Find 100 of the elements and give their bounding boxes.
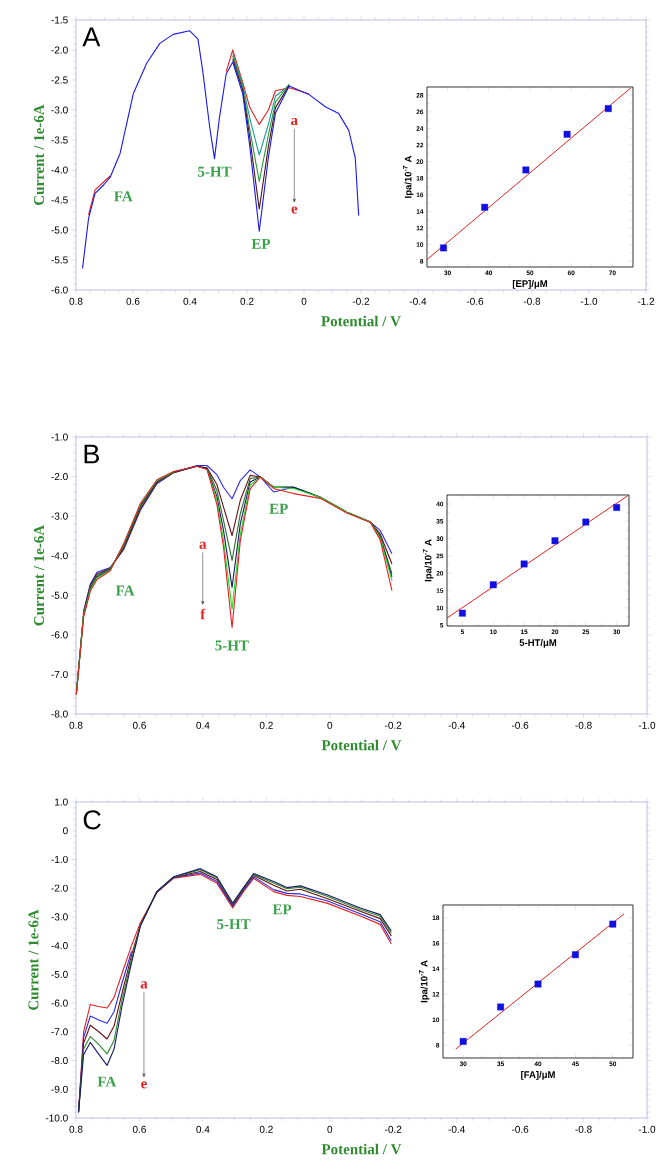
y-tick-label: -10.0	[45, 1114, 68, 1122]
x-axis-title: [EP]/μM	[512, 280, 548, 289]
y-tick-label: 0	[63, 827, 68, 835]
y-axis-title: Ipa/10$^{-7}$ A	[418, 960, 430, 1003]
point	[497, 1003, 504, 1011]
y-tick-label: -5.0	[51, 226, 68, 234]
x-tick-label: 0.4	[196, 1125, 210, 1133]
point	[440, 244, 447, 252]
point	[582, 518, 590, 526]
y-tick-label: -4.0	[51, 552, 68, 560]
annotation: a	[199, 541, 207, 549]
x-tick-label: 0.2	[259, 1125, 273, 1133]
x-tick-label: -0.8	[575, 721, 592, 729]
point	[613, 504, 621, 511]
x-tick-label: -0.2	[385, 1125, 402, 1133]
x-tick-label: -1.2	[637, 297, 655, 305]
y-tick-label: -4.0	[51, 166, 68, 174]
x-axis-title: Potential / V	[321, 315, 401, 327]
y-tick-label: 1.0	[55, 798, 68, 806]
x-tick-label: 0.8	[69, 297, 83, 305]
x-tick-label: 0.8	[69, 721, 83, 729]
annotation: e	[141, 1081, 147, 1089]
line-series	[232, 58, 290, 210]
y-tick-label: -3.0	[51, 512, 68, 520]
x-tick-label: 0	[327, 1125, 333, 1133]
x-tick-label: 0.8	[69, 1125, 83, 1133]
y-tick-label: -6.0	[51, 999, 68, 1007]
annotation: a	[140, 981, 148, 989]
x-axis-title: [FA]/μM	[521, 1071, 555, 1080]
x-tick-label: 0	[327, 721, 333, 729]
x-tick-label: -1.0	[638, 1125, 656, 1133]
x-tick-label: -1.0	[580, 297, 598, 305]
point	[609, 920, 617, 928]
y-tick-label: -7.0	[51, 670, 68, 678]
x-tick-label: 0.6	[126, 297, 140, 305]
annotation: C	[83, 810, 101, 830]
y-tick-label: -3.0	[51, 106, 68, 114]
x-tick-label: 0.2	[259, 721, 273, 729]
x-axis-title: 5-HT/μM	[519, 639, 557, 648]
x-tick-label: 0	[301, 297, 307, 305]
y-tick-label: -3.5	[51, 136, 68, 144]
point	[604, 105, 612, 112]
annotation: A	[82, 27, 101, 47]
annotation: f	[200, 608, 206, 620]
x-tick-label: -0.4	[448, 721, 465, 729]
annotation: 5-HT	[217, 919, 251, 930]
y-tick-label: -9.0	[51, 1085, 68, 1093]
point	[551, 537, 559, 545]
x-tick-label: -0.6	[466, 297, 484, 305]
annotation: EP	[272, 904, 292, 915]
annotation: B	[84, 444, 99, 464]
annotation: EP	[269, 503, 288, 514]
y-tick-label: -5.0	[51, 591, 68, 599]
x-tick-label: -0.2	[352, 297, 370, 305]
y-axis-title: Ipa/10$^{-7}$ A	[423, 539, 434, 582]
x-axis-title: Potential / V	[321, 1143, 402, 1155]
annotation: e	[291, 206, 298, 214]
point	[563, 130, 571, 138]
x-tick-label: -0.8	[575, 1125, 592, 1133]
y-axis-title: Current / 1e-6A	[28, 909, 39, 1010]
y-tick-label: -7.0	[51, 1028, 68, 1036]
annotation: a	[291, 117, 298, 126]
x-tick-label: -1.0	[638, 721, 656, 729]
x-axis-title: Potential / V	[321, 739, 402, 751]
y-tick-label: -2.0	[51, 884, 68, 892]
x-tick-label: 0.4	[196, 721, 210, 729]
point	[489, 581, 497, 589]
y-tick-label: -8.0	[51, 710, 68, 718]
x-tick-label: -0.6	[511, 1125, 529, 1133]
y-tick-label: -2.0	[51, 473, 68, 481]
y-tick-label: -2.5	[51, 76, 68, 84]
y-tick-label: -5.5	[51, 256, 68, 264]
y-axis-title: Ipa/10$^{-7}$ A	[402, 155, 414, 198]
x-tick-label: -0.8	[523, 297, 541, 305]
y-tick-label: -4.0	[51, 942, 68, 950]
y-tick-label: -2.0	[51, 46, 68, 54]
y-tick-label: -8.0	[51, 1057, 68, 1065]
point	[520, 560, 528, 568]
x-tick-label: 0.6	[132, 1125, 146, 1133]
x-tick-label: -0.2	[385, 721, 402, 729]
y-tick-label: -5.0	[51, 970, 68, 978]
x-tick-label: 0.6	[132, 721, 146, 729]
x-tick-label: -0.4	[409, 297, 427, 305]
y-tick-label: -6.0	[51, 286, 68, 294]
annotation: FA	[115, 585, 135, 596]
y-tick-label: -3.0	[51, 913, 68, 921]
point	[522, 166, 530, 174]
y-axis-title: Current / 1e-6A	[33, 524, 45, 626]
y-tick-label: -4.5	[51, 196, 68, 204]
annotation: FA	[114, 191, 133, 202]
point	[534, 980, 542, 988]
annotation: FA	[97, 1076, 117, 1087]
point	[459, 1038, 467, 1045]
point	[481, 203, 489, 211]
point	[459, 609, 466, 617]
y-axis-title: Current / 1e-6A	[33, 104, 45, 205]
x-tick-label: 0.4	[183, 297, 197, 305]
annotation: 5-HT	[198, 166, 232, 177]
y-tick-label: -1.0	[51, 855, 68, 863]
y-tick-label: -1.0	[51, 433, 68, 441]
